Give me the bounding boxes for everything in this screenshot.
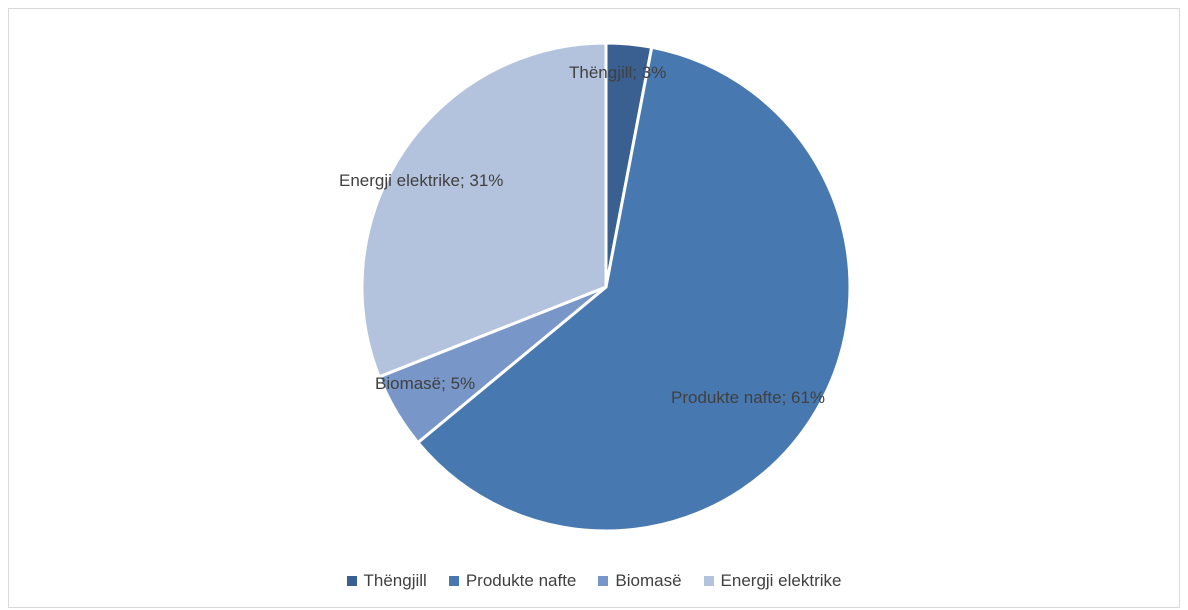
pie-labels: Thëngjill; 3% Produkte nafte; 61% Biomas…	[339, 63, 825, 407]
legend-swatch-thengjill	[346, 576, 357, 586]
pie-slice-produkte-nafte	[416, 45, 852, 533]
pie-slices	[360, 41, 852, 533]
legend-label-thengjill: Thëngjill	[363, 571, 427, 590]
legend-item-produkte-nafte: Produkte nafte	[448, 571, 577, 591]
legend-swatch-energji-elektrike	[703, 576, 714, 586]
legend-swatch-biomase	[598, 576, 609, 586]
data-label-thengjill: Thëngjill; 3%	[569, 63, 666, 82]
data-label-energji-elektrike: Energji elektrike; 31%	[339, 171, 503, 190]
pie-slice-energji-elektrike	[360, 41, 608, 379]
legend-label-energji-elektrike: Energji elektrike	[720, 571, 842, 590]
data-label-biomase: Biomasë; 5%	[375, 374, 475, 393]
data-label-produkte-nafte: Produkte nafte; 61%	[671, 388, 825, 407]
legend-swatch-produkte-nafte	[448, 576, 459, 586]
legend-item-thengjill: Thëngjill	[346, 571, 427, 591]
chart-legend: Thëngjill Produkte nafte Biomasë Energji…	[9, 571, 1179, 591]
legend-item-biomase: Biomasë	[598, 571, 682, 591]
legend-label-biomase: Biomasë	[615, 571, 682, 590]
legend-item-energji-elektrike: Energji elektrike	[703, 571, 842, 591]
legend-label-produkte-nafte: Produkte nafte	[465, 571, 577, 590]
pie-chart: Thëngjill; 3% Produkte nafte; 61% Biomas…	[339, 41, 852, 533]
chart-frame: Thëngjill; 3% Produkte nafte; 61% Biomas…	[8, 8, 1180, 608]
